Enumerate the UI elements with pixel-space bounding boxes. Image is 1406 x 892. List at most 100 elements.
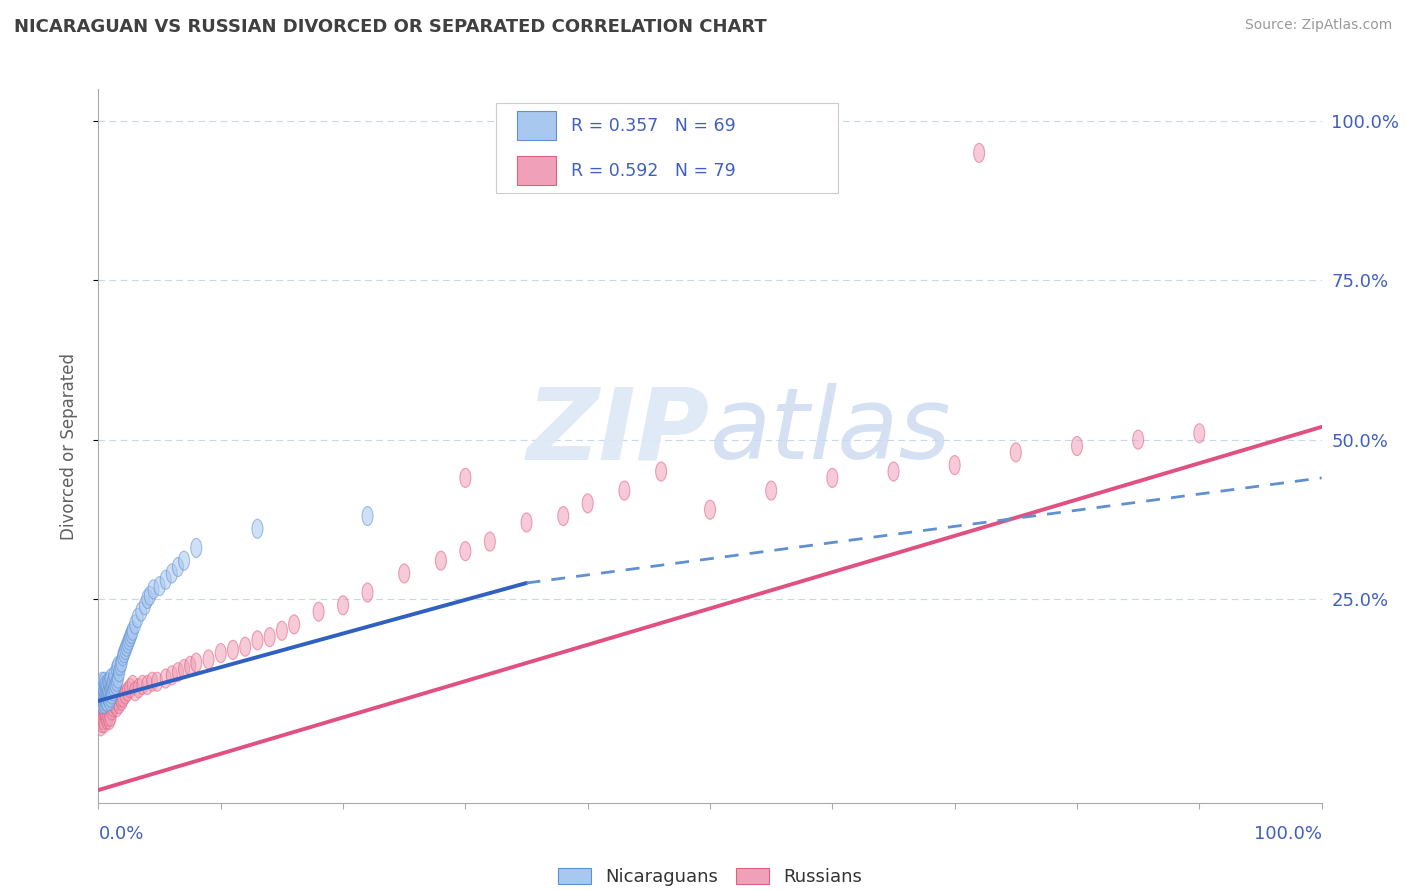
Ellipse shape <box>337 596 349 615</box>
Ellipse shape <box>142 590 153 608</box>
Ellipse shape <box>1071 436 1083 456</box>
Ellipse shape <box>97 701 108 720</box>
Ellipse shape <box>101 686 112 706</box>
Ellipse shape <box>558 507 569 525</box>
Ellipse shape <box>155 576 165 596</box>
Text: 100.0%: 100.0% <box>1254 825 1322 843</box>
Ellipse shape <box>117 691 127 710</box>
Ellipse shape <box>252 631 263 650</box>
Ellipse shape <box>704 500 716 519</box>
Ellipse shape <box>117 688 128 707</box>
Ellipse shape <box>101 692 112 712</box>
Ellipse shape <box>160 669 172 688</box>
Ellipse shape <box>120 685 131 704</box>
Ellipse shape <box>101 677 112 697</box>
Ellipse shape <box>115 688 127 707</box>
Ellipse shape <box>122 634 134 653</box>
FancyBboxPatch shape <box>496 103 838 193</box>
Ellipse shape <box>166 564 177 583</box>
Ellipse shape <box>101 710 112 730</box>
Ellipse shape <box>460 541 471 561</box>
Ellipse shape <box>107 685 117 704</box>
Ellipse shape <box>173 663 183 681</box>
Ellipse shape <box>98 714 110 732</box>
Ellipse shape <box>125 628 136 647</box>
Ellipse shape <box>97 714 108 732</box>
Ellipse shape <box>655 462 666 481</box>
Ellipse shape <box>98 688 110 707</box>
Bar <box>517 112 555 140</box>
Bar <box>517 156 555 185</box>
Ellipse shape <box>117 647 128 665</box>
Ellipse shape <box>96 691 107 710</box>
Ellipse shape <box>98 685 108 704</box>
Ellipse shape <box>239 637 250 657</box>
Ellipse shape <box>98 698 108 717</box>
Ellipse shape <box>96 691 107 710</box>
Ellipse shape <box>184 657 195 675</box>
Ellipse shape <box>111 698 122 717</box>
Legend: Nicaraguans, Russians: Nicaraguans, Russians <box>551 861 869 892</box>
Ellipse shape <box>127 624 136 643</box>
Ellipse shape <box>314 602 325 621</box>
Ellipse shape <box>582 494 593 513</box>
Ellipse shape <box>949 456 960 475</box>
Ellipse shape <box>146 673 157 691</box>
Ellipse shape <box>127 621 138 640</box>
Ellipse shape <box>98 688 110 707</box>
Ellipse shape <box>107 675 117 695</box>
Ellipse shape <box>97 688 108 707</box>
Ellipse shape <box>460 468 471 487</box>
Ellipse shape <box>1011 442 1021 462</box>
Ellipse shape <box>96 704 107 723</box>
Ellipse shape <box>112 669 124 688</box>
Ellipse shape <box>110 675 121 695</box>
Ellipse shape <box>110 691 121 710</box>
Ellipse shape <box>104 695 115 714</box>
Ellipse shape <box>108 681 118 701</box>
Ellipse shape <box>121 637 132 657</box>
Ellipse shape <box>108 679 120 698</box>
Ellipse shape <box>125 679 136 698</box>
Ellipse shape <box>103 688 114 707</box>
Ellipse shape <box>124 631 135 650</box>
Ellipse shape <box>100 685 111 704</box>
Ellipse shape <box>105 680 117 699</box>
Y-axis label: Divorced or Separated: Divorced or Separated <box>59 352 77 540</box>
Ellipse shape <box>94 710 105 730</box>
Ellipse shape <box>98 681 110 701</box>
Ellipse shape <box>97 695 108 714</box>
Ellipse shape <box>105 669 117 688</box>
Ellipse shape <box>484 532 495 551</box>
Ellipse shape <box>160 570 172 590</box>
Ellipse shape <box>114 695 125 714</box>
Ellipse shape <box>766 481 776 500</box>
Text: R = 0.357   N = 69: R = 0.357 N = 69 <box>571 117 735 135</box>
Ellipse shape <box>361 507 373 525</box>
Ellipse shape <box>103 673 114 691</box>
Ellipse shape <box>97 681 108 701</box>
Ellipse shape <box>252 519 263 539</box>
Ellipse shape <box>103 691 114 710</box>
Ellipse shape <box>100 695 111 714</box>
Ellipse shape <box>1133 430 1143 450</box>
Ellipse shape <box>827 468 838 487</box>
Ellipse shape <box>108 665 120 685</box>
Ellipse shape <box>108 673 118 691</box>
Ellipse shape <box>127 675 138 695</box>
Ellipse shape <box>94 698 105 717</box>
Ellipse shape <box>191 653 202 673</box>
Ellipse shape <box>136 602 146 621</box>
Ellipse shape <box>228 640 239 659</box>
Ellipse shape <box>111 659 122 679</box>
Ellipse shape <box>973 144 984 162</box>
Ellipse shape <box>98 701 110 720</box>
Ellipse shape <box>288 615 299 634</box>
Text: ZIP: ZIP <box>527 384 710 480</box>
Ellipse shape <box>202 650 214 669</box>
Ellipse shape <box>122 681 134 701</box>
Ellipse shape <box>619 481 630 500</box>
Ellipse shape <box>179 659 190 679</box>
Ellipse shape <box>107 701 117 720</box>
Ellipse shape <box>361 583 373 602</box>
